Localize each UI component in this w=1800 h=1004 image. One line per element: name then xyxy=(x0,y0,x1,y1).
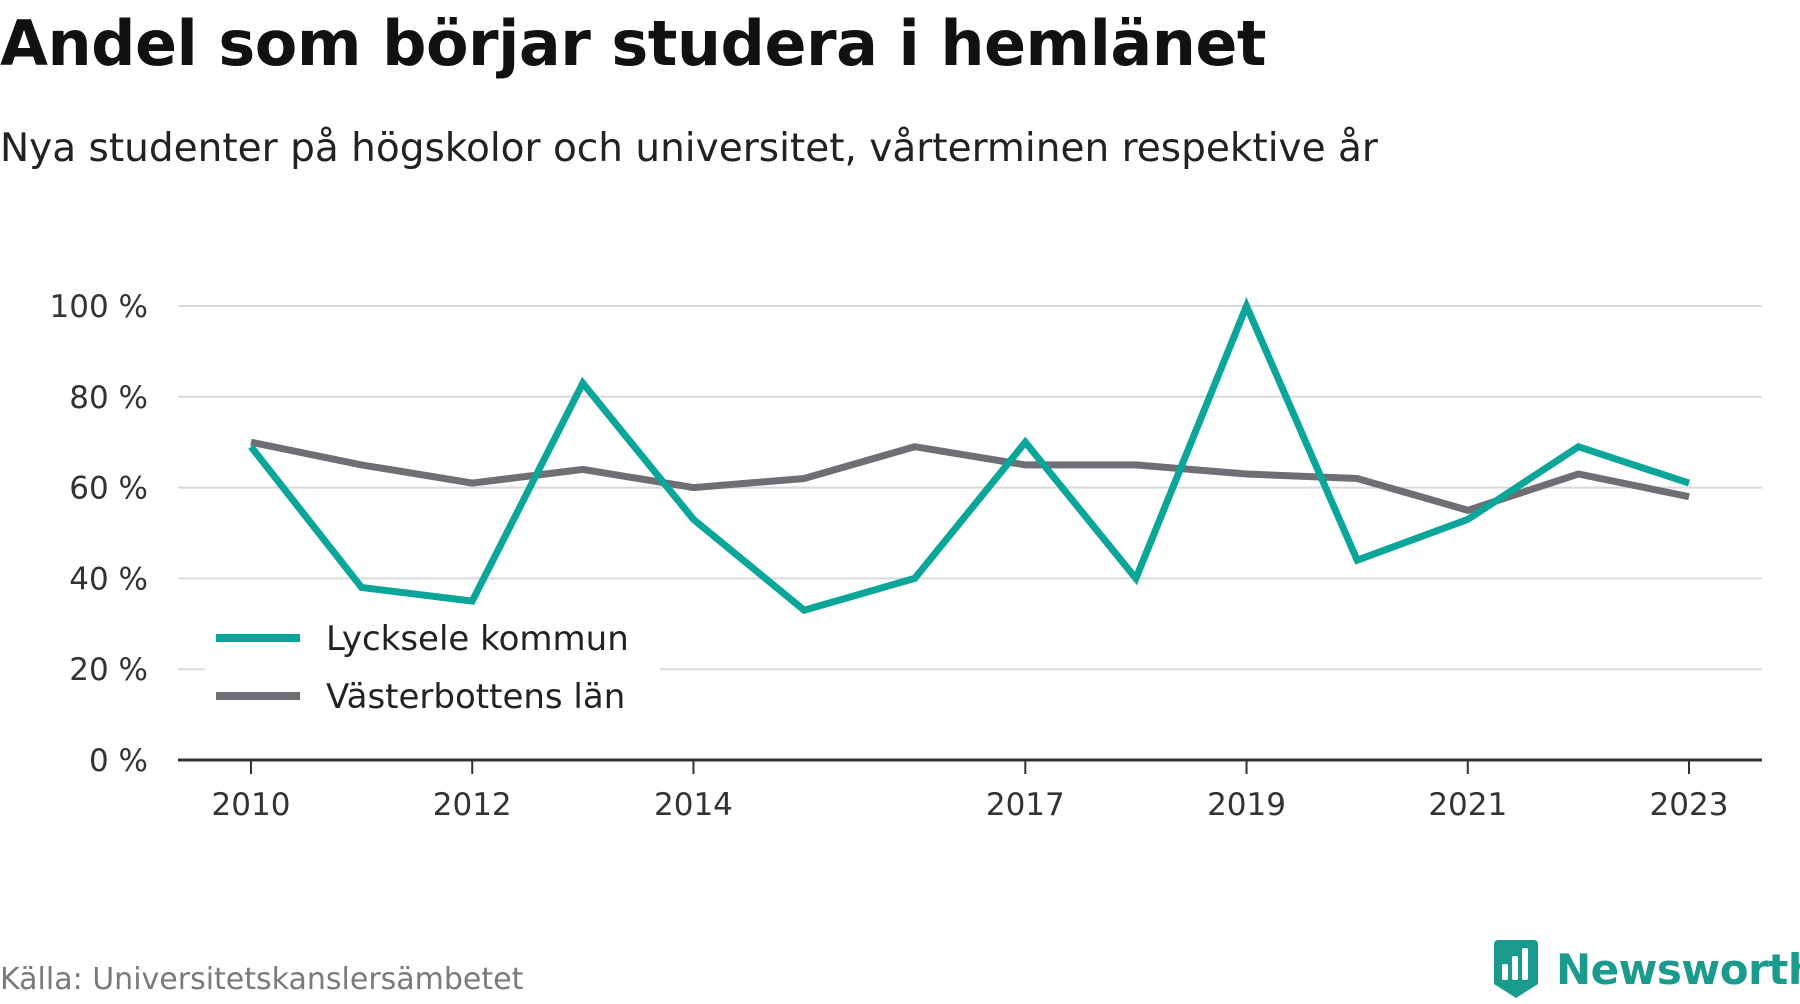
y-axis-tick-labels: 0 % 20 % 40 % 60 % 80 % 100 % xyxy=(50,289,148,779)
newsworthy-logo-icon xyxy=(1494,940,1538,998)
x-tick-label: 2014 xyxy=(654,787,733,823)
source-note: Källa: Universitetskanslersämbetet xyxy=(0,962,524,997)
y-tick-label: 80 % xyxy=(69,380,148,416)
y-tick-label: 100 % xyxy=(50,289,148,325)
y-tick-label: 20 % xyxy=(69,652,148,688)
chart-subtitle: Nya studenter på högskolor och universit… xyxy=(0,126,1378,171)
series-line-vasterbottens-lan xyxy=(250,438,1690,514)
legend: Lycksele kommun Västerbottens län xyxy=(205,608,660,732)
x-tick-label: 2012 xyxy=(433,787,512,823)
legend-background xyxy=(205,608,660,732)
series-lines xyxy=(248,296,1691,615)
y-tick-label: 0 % xyxy=(89,743,148,779)
y-tick-label: 40 % xyxy=(69,561,148,597)
chart-title: Andel som börjar studera i hemlänet xyxy=(0,7,1267,80)
x-axis-tick-labels: 2010 2012 2014 2017 2019 2021 2023 xyxy=(212,760,1729,823)
series-line-lycksele-kommun xyxy=(248,296,1691,615)
x-tick-label: 2023 xyxy=(1650,787,1729,823)
x-tick-label: 2019 xyxy=(1207,787,1286,823)
legend-label: Lycksele kommun xyxy=(326,619,629,659)
y-tick-label: 60 % xyxy=(69,471,148,507)
x-tick-label: 2021 xyxy=(1428,787,1507,823)
x-tick-label: 2010 xyxy=(212,787,291,823)
legend-label: Västerbottens län xyxy=(326,677,625,717)
brand-name: Newsworthy xyxy=(1556,944,1800,994)
x-tick-label: 2017 xyxy=(986,787,1065,823)
brand-logo: Newsworthy xyxy=(1492,934,1800,1004)
